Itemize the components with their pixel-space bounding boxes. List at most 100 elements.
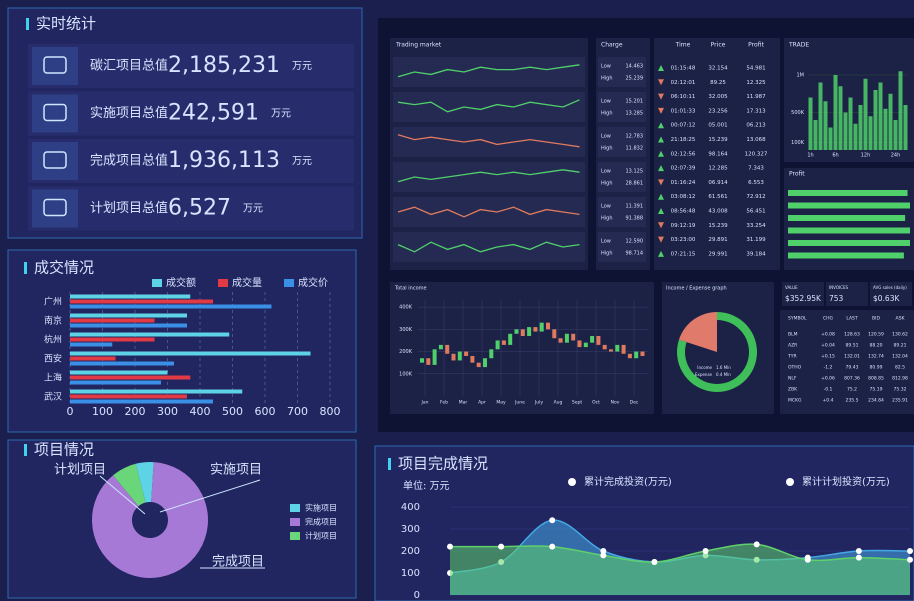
y-tick-label: 100K (399, 371, 413, 377)
charge-low: 14.463 (626, 64, 644, 70)
bar (70, 337, 155, 342)
table-cell: 39.184 (746, 251, 766, 257)
legend-label: Income (697, 365, 712, 370)
table-cell: 09:12:19 (671, 223, 696, 229)
y-tick-label: 300 (401, 524, 420, 535)
x-tick-label: July (534, 400, 543, 406)
y-tick-label: 400 (401, 502, 420, 513)
y-tick-label: 西安 (44, 353, 62, 365)
legend-swatch (290, 504, 300, 512)
table-cell: 75.2 (847, 387, 857, 393)
charge-low: 12.783 (626, 134, 644, 140)
stat-unit: 万元 (292, 61, 312, 72)
stat-value: 6,527 (168, 196, 231, 221)
trend-arrow (658, 250, 664, 257)
stat-icon (32, 189, 78, 228)
charge-high: 13.285 (626, 111, 644, 117)
bar (873, 90, 878, 150)
table-cell: +0.06 (821, 376, 835, 382)
charge-box (598, 232, 646, 262)
bar (788, 190, 908, 196)
table-cell: 56.451 (746, 209, 765, 215)
table-cell: 01:16:24 (671, 180, 696, 186)
stat-icon (32, 94, 78, 133)
bar (863, 78, 868, 150)
y-tick-label: 0 (414, 590, 420, 601)
kpi-label: INVOICES (829, 285, 848, 290)
table-cell: 06.213 (746, 123, 766, 129)
point (549, 543, 556, 550)
table-cell: 01:15:48 (671, 66, 696, 72)
point (702, 548, 709, 554)
x-tick-label: Oct (592, 400, 600, 406)
table-cell: 12.325 (746, 80, 766, 86)
point (907, 556, 913, 563)
bar (788, 240, 910, 246)
x-tick-label: Feb (440, 400, 448, 406)
table-cell: AZR (788, 343, 797, 349)
charge-high: 28.861 (626, 181, 644, 187)
candle-body (533, 327, 538, 332)
bar (788, 215, 906, 221)
y-tick-label: 武汉 (44, 391, 62, 403)
table-cell: TYR (787, 354, 797, 360)
line (449, 543, 911, 563)
x-tick-label: Apr (478, 400, 486, 406)
kpi-label: VALUE (785, 285, 798, 290)
table-cell: 812.98 (892, 376, 908, 382)
table-cell: BLM (788, 332, 798, 338)
bar (898, 71, 903, 150)
table-cell: 120.59 (868, 332, 884, 338)
y-tick-label: 1M (797, 73, 805, 79)
charge-low-label: Low (601, 169, 611, 175)
spark-bg (393, 57, 585, 87)
stat-label: 实施项目总值 (90, 105, 168, 121)
x-tick-label: 24h (891, 153, 901, 159)
sparkline (397, 64, 580, 78)
pie-slice (92, 462, 208, 578)
legend-label: 成交量 (232, 276, 262, 289)
x-tick-label: 1h (807, 153, 813, 159)
table-cell: 11.987 (746, 94, 766, 100)
bar (70, 313, 187, 318)
candle-body (476, 362, 481, 368)
charge-low-label: Low (601, 64, 611, 70)
table-header: Profit (748, 42, 764, 49)
table-cell: 132.04 (892, 354, 908, 360)
table-cell: +0.15 (821, 354, 835, 360)
panel-title: Charge (601, 42, 623, 49)
callout-line (99, 475, 146, 515)
point (907, 548, 913, 554)
sparkline (397, 169, 580, 183)
stat-icon-glyph (43, 151, 67, 169)
charge-high: 11.832 (626, 146, 644, 152)
table-cell: 03:08:12 (671, 194, 696, 200)
table-cell: 43.008 (708, 209, 728, 215)
stat-label: 完成项目总值 (90, 153, 168, 169)
bar (848, 97, 853, 150)
table-cell: 61.561 (708, 194, 727, 200)
table-cell: 6.553 (748, 180, 764, 186)
title-marker (388, 458, 391, 470)
legend-swatch (284, 279, 294, 287)
table-cell: 128.63 (844, 332, 860, 338)
point (651, 559, 658, 565)
legend-label: 实施项目 (305, 503, 337, 513)
table-header: SYMBOL (788, 316, 807, 322)
table-header: BID (872, 316, 880, 322)
table-cell: 06:10:11 (671, 94, 696, 100)
table-cell: -1.2 (824, 365, 833, 371)
candle-body (615, 344, 620, 352)
table-cell: 15.239 (708, 137, 728, 143)
sub-panel (780, 310, 914, 414)
table-cell: 02:07:39 (671, 166, 696, 172)
bar (838, 86, 843, 150)
candle-body (640, 351, 645, 356)
y-tick-label: 100K (791, 140, 805, 146)
stat-label: 碳汇项目总值 (90, 58, 168, 74)
bar (808, 97, 813, 150)
candle-body (621, 344, 626, 354)
table-cell: ZBK (788, 387, 798, 393)
stat-row (28, 139, 354, 183)
